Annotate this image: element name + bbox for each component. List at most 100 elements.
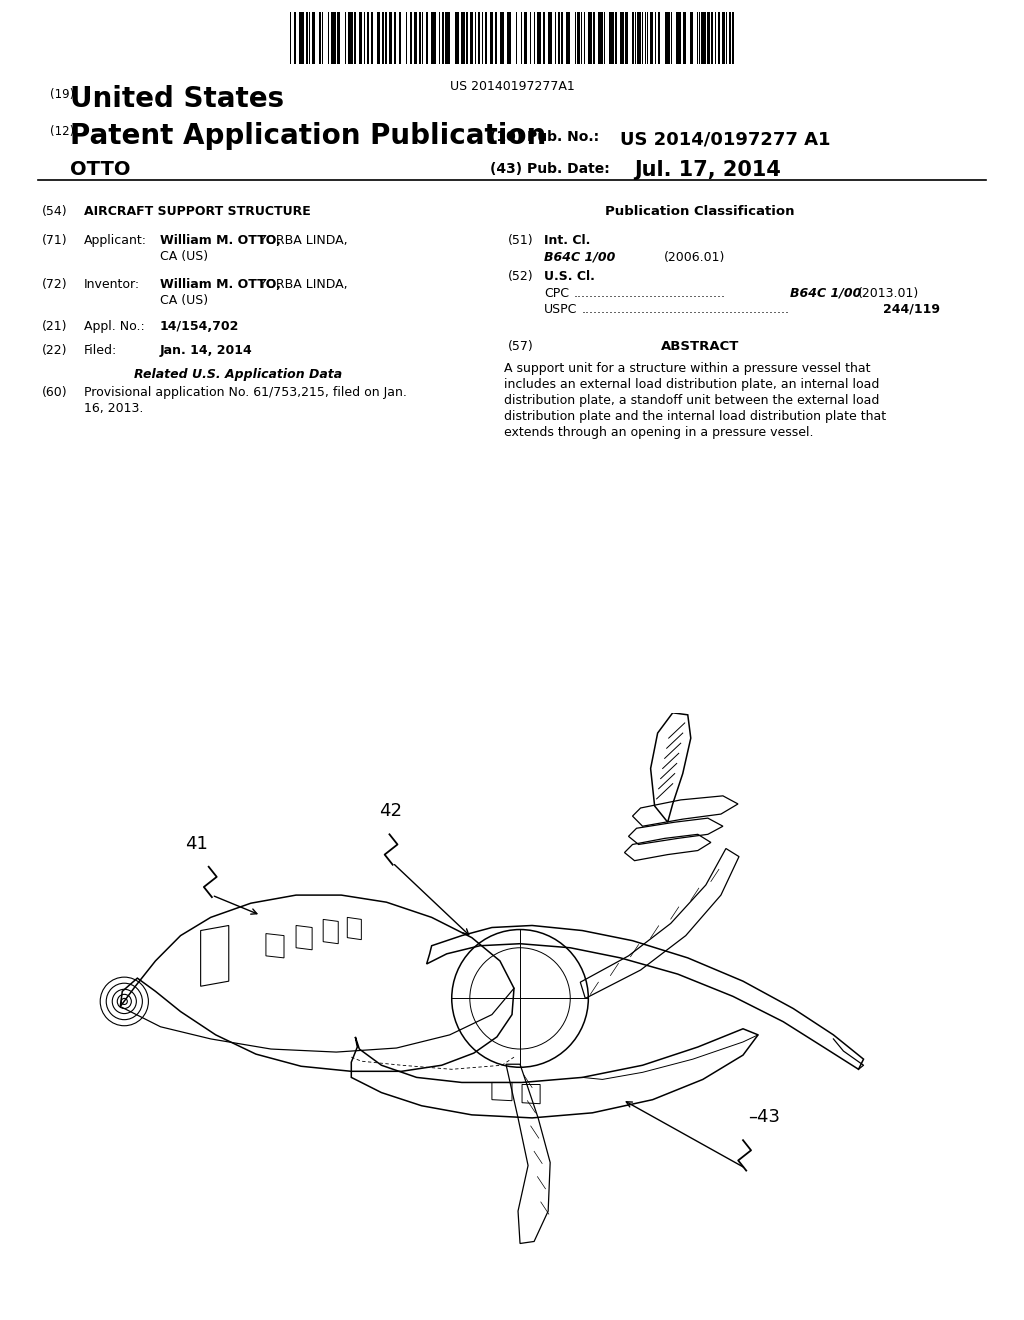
- Bar: [718, 12, 720, 63]
- Bar: [722, 12, 725, 63]
- Text: (52): (52): [508, 271, 534, 282]
- Bar: [561, 12, 563, 63]
- Bar: [732, 12, 734, 63]
- Text: B64C 1/00: B64C 1/00: [790, 286, 861, 300]
- Bar: [537, 12, 541, 63]
- Bar: [625, 12, 628, 63]
- Text: CPC: CPC: [544, 286, 569, 300]
- Text: U.S. Cl.: U.S. Cl.: [544, 271, 595, 282]
- Text: (22): (22): [42, 345, 68, 356]
- Text: Provisional application No. 61/753,215, filed on Jan.: Provisional application No. 61/753,215, …: [84, 385, 407, 399]
- Text: –43: –43: [748, 1107, 780, 1126]
- Bar: [637, 12, 641, 63]
- Bar: [701, 12, 706, 63]
- Bar: [466, 12, 468, 63]
- Text: (10) Pub. No.:: (10) Pub. No.:: [490, 129, 599, 144]
- Bar: [461, 12, 465, 63]
- Bar: [455, 12, 459, 63]
- Bar: [598, 12, 603, 63]
- Bar: [470, 12, 473, 63]
- Text: Publication Classification: Publication Classification: [605, 205, 795, 218]
- Bar: [299, 12, 304, 63]
- Bar: [478, 12, 480, 63]
- Text: YORBA LINDA,: YORBA LINDA,: [255, 234, 347, 247]
- Text: Jul. 17, 2014: Jul. 17, 2014: [634, 160, 781, 180]
- Text: CA (US): CA (US): [160, 294, 208, 308]
- Text: CA (US): CA (US): [160, 249, 208, 263]
- Text: 42: 42: [380, 803, 402, 820]
- Text: (72): (72): [42, 279, 68, 290]
- Text: (57): (57): [508, 341, 534, 352]
- Bar: [588, 12, 592, 63]
- Text: Filed:: Filed:: [84, 345, 118, 356]
- Bar: [729, 12, 731, 63]
- Text: B64C 1/00: B64C 1/00: [544, 251, 615, 264]
- Text: Related U.S. Application Data: Related U.S. Application Data: [134, 368, 342, 381]
- Text: OTTO: OTTO: [70, 160, 130, 180]
- Bar: [485, 12, 487, 63]
- Text: distribution plate, a standoff unit between the external load: distribution plate, a standoff unit betw…: [504, 393, 880, 407]
- Bar: [377, 12, 380, 63]
- Text: (12): (12): [50, 125, 75, 139]
- Text: A support unit for a structure within a pressure vessel that: A support unit for a structure within a …: [504, 362, 870, 375]
- Text: Applicant:: Applicant:: [84, 234, 147, 247]
- Bar: [419, 12, 421, 63]
- Text: (21): (21): [42, 319, 68, 333]
- Bar: [683, 12, 686, 63]
- Text: distribution plate and the internal load distribution plate that: distribution plate and the internal load…: [504, 411, 886, 422]
- Text: William M. OTTO,: William M. OTTO,: [160, 234, 281, 247]
- Bar: [442, 12, 444, 63]
- Text: 16, 2013.: 16, 2013.: [84, 403, 143, 414]
- Text: Inventor:: Inventor:: [84, 279, 140, 290]
- Bar: [312, 12, 315, 63]
- Bar: [354, 12, 356, 63]
- Bar: [500, 12, 504, 63]
- Bar: [445, 12, 450, 63]
- Bar: [306, 12, 308, 63]
- Text: William M. OTTO,: William M. OTTO,: [160, 279, 281, 290]
- Text: Jan. 14, 2014: Jan. 14, 2014: [160, 345, 253, 356]
- Bar: [371, 12, 373, 63]
- Bar: [495, 12, 497, 63]
- Bar: [410, 12, 412, 63]
- Text: 41: 41: [184, 834, 208, 853]
- Bar: [711, 12, 713, 63]
- Text: US 20140197277A1: US 20140197277A1: [450, 81, 574, 92]
- Text: (2006.01): (2006.01): [664, 251, 725, 264]
- Text: (51): (51): [508, 234, 534, 247]
- Bar: [399, 12, 401, 63]
- Bar: [676, 12, 681, 63]
- Text: AIRCRAFT SUPPORT STRUCTURE: AIRCRAFT SUPPORT STRUCTURE: [84, 205, 310, 218]
- Bar: [319, 12, 321, 63]
- Bar: [507, 12, 511, 63]
- Text: YORBA LINDA,: YORBA LINDA,: [255, 279, 347, 290]
- Text: extends through an opening in a pressure vessel.: extends through an opening in a pressure…: [504, 426, 813, 440]
- Bar: [566, 12, 570, 63]
- Bar: [609, 12, 614, 63]
- Text: (60): (60): [42, 385, 68, 399]
- Bar: [382, 12, 384, 63]
- Bar: [632, 12, 634, 63]
- Bar: [426, 12, 428, 63]
- Bar: [389, 12, 392, 63]
- Text: USPC: USPC: [544, 304, 578, 315]
- Bar: [543, 12, 545, 63]
- Bar: [414, 12, 417, 63]
- Bar: [707, 12, 710, 63]
- Text: United States: United States: [70, 84, 284, 114]
- Bar: [524, 12, 527, 63]
- Text: US 2014/0197277 A1: US 2014/0197277 A1: [620, 129, 830, 148]
- Text: (2013.01): (2013.01): [858, 286, 920, 300]
- Text: Patent Application Publication: Patent Application Publication: [70, 121, 546, 150]
- Bar: [394, 12, 396, 63]
- Bar: [490, 12, 493, 63]
- Text: (71): (71): [42, 234, 68, 247]
- Bar: [650, 12, 653, 63]
- Text: ......................................: ......................................: [574, 286, 726, 300]
- Bar: [331, 12, 336, 63]
- Text: ABSTRACT: ABSTRACT: [660, 341, 739, 352]
- Text: 14/154,702: 14/154,702: [160, 319, 240, 333]
- Bar: [577, 12, 580, 63]
- Text: 244/119: 244/119: [883, 304, 940, 315]
- Bar: [348, 12, 353, 63]
